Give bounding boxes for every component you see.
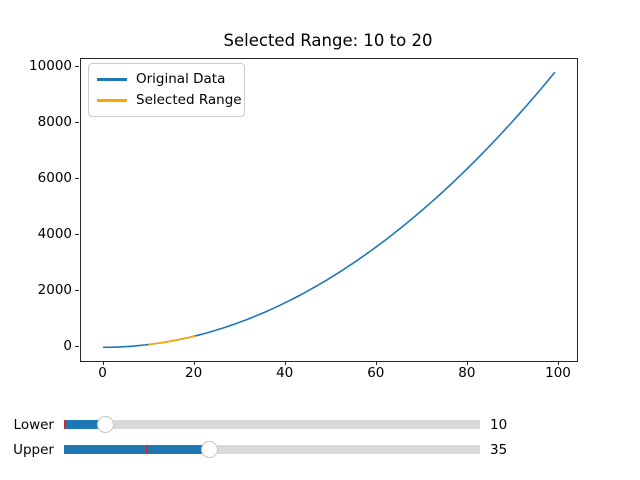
- x-tick: [193, 361, 195, 365]
- slider-lower-value: 10: [490, 417, 508, 433]
- slider-upper-label: Upper: [13, 442, 54, 458]
- y-tick-label: 10000: [29, 58, 72, 75]
- legend-label: Selected Range: [136, 92, 242, 108]
- slider-lower-track[interactable]: [64, 416, 480, 433]
- x-tick-label: 100: [545, 365, 571, 381]
- legend-label: Original Data: [136, 71, 226, 87]
- slider-upper: Upper 35: [0, 441, 640, 459]
- y-tick-label: 2000: [37, 282, 72, 299]
- legend-line-sample-orange: [97, 99, 127, 102]
- legend-line-sample-blue: [97, 78, 127, 81]
- y-tick-label: 8000: [37, 114, 72, 131]
- slider-lower-label: Lower: [13, 417, 54, 433]
- slider-lower-init-marker: [64, 420, 66, 429]
- slider-upper-track[interactable]: [64, 441, 480, 458]
- y-tick: [75, 290, 79, 292]
- slider-lower: Lower 10: [0, 416, 640, 434]
- y-tick: [75, 178, 79, 180]
- plot-canvas: [102, 71, 556, 349]
- legend-entry-original-data: Original Data: [97, 69, 236, 90]
- y-tick-label: 6000: [37, 170, 72, 187]
- legend-entry-selected-range: Selected Range: [97, 90, 242, 111]
- slider-upper-value: 35: [490, 442, 508, 458]
- slider-upper-fill: [64, 445, 210, 454]
- slider-lower-fill: [64, 420, 106, 429]
- y-tick-label: 4000: [37, 226, 72, 243]
- x-tick: [375, 361, 377, 365]
- legend: Original Data Selected Range: [88, 63, 245, 117]
- y-tick-label: 0: [63, 338, 72, 355]
- x-tick-label: 40: [276, 365, 294, 381]
- slider-upper-init-marker: [146, 445, 149, 454]
- plot-area: Original Data Selected Range: [80, 58, 578, 362]
- x-tick: [284, 361, 286, 365]
- y-tick: [75, 122, 79, 124]
- x-tick-label: 20: [185, 365, 203, 381]
- y-tick: [75, 66, 79, 68]
- slider-lower-handle[interactable]: [97, 416, 115, 433]
- x-tick: [102, 361, 104, 365]
- x-tick-label: 0: [98, 365, 107, 381]
- x-tick: [558, 361, 559, 365]
- x-tick: [466, 361, 468, 365]
- y-tick: [75, 234, 79, 236]
- series-line-selected-range: [148, 335, 196, 346]
- chart-title: Selected Range: 10 to 20: [223, 31, 433, 50]
- y-tick: [75, 346, 79, 348]
- x-tick-label: 80: [458, 365, 476, 381]
- slider-upper-handle[interactable]: [201, 441, 219, 458]
- x-tick-label: 60: [367, 365, 385, 381]
